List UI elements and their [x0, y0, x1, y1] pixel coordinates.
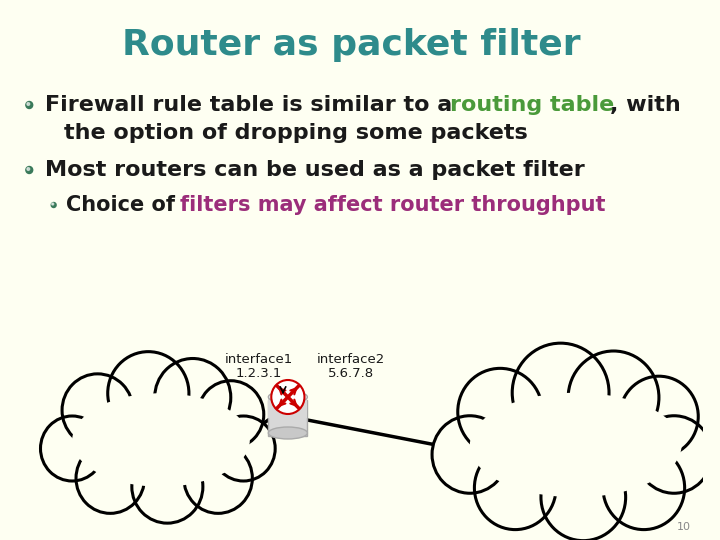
- Ellipse shape: [269, 427, 307, 439]
- Circle shape: [474, 446, 556, 530]
- Circle shape: [198, 381, 264, 448]
- Ellipse shape: [455, 379, 697, 511]
- Circle shape: [212, 416, 275, 481]
- Circle shape: [432, 416, 508, 493]
- Ellipse shape: [60, 381, 263, 500]
- Circle shape: [108, 352, 189, 435]
- Text: Intranet
1.2.3.0/24: Intranet 1.2.3.0/24: [84, 429, 161, 461]
- Circle shape: [541, 454, 626, 540]
- Circle shape: [458, 368, 542, 455]
- Circle shape: [40, 416, 104, 481]
- Text: 10: 10: [677, 522, 691, 532]
- Circle shape: [76, 443, 145, 514]
- Text: Router as packet filter: Router as packet filter: [122, 28, 580, 62]
- Text: 1.2.3.1: 1.2.3.1: [235, 367, 282, 380]
- Text: interface1: interface1: [225, 353, 293, 366]
- Circle shape: [62, 374, 133, 447]
- Bar: [269, 397, 307, 418]
- Circle shape: [26, 166, 32, 173]
- Text: interface2: interface2: [318, 353, 385, 366]
- Circle shape: [603, 446, 685, 530]
- Text: Choice of: Choice of: [66, 195, 183, 215]
- Text: Firewall rule table is similar to a: Firewall rule table is similar to a: [45, 95, 460, 115]
- Circle shape: [51, 202, 56, 207]
- Circle shape: [620, 376, 698, 457]
- Circle shape: [52, 203, 54, 205]
- Text: routing table: routing table: [450, 95, 614, 115]
- Circle shape: [27, 167, 30, 171]
- Text: the option of dropping some packets: the option of dropping some packets: [64, 123, 528, 143]
- Circle shape: [132, 450, 203, 523]
- Ellipse shape: [470, 393, 682, 497]
- Circle shape: [568, 351, 659, 444]
- Circle shape: [26, 102, 32, 109]
- Circle shape: [184, 443, 252, 514]
- Circle shape: [271, 380, 305, 414]
- Ellipse shape: [269, 391, 307, 403]
- Circle shape: [155, 359, 231, 436]
- Text: , with: , with: [610, 95, 681, 115]
- Text: 5.6.7.8: 5.6.7.8: [328, 367, 374, 380]
- Circle shape: [636, 416, 712, 493]
- Bar: [269, 400, 307, 436]
- Text: Most routers can be used as a packet filter: Most routers can be used as a packet fil…: [45, 160, 585, 180]
- Text: Internet: Internet: [555, 442, 616, 457]
- Circle shape: [512, 343, 609, 442]
- Ellipse shape: [72, 393, 250, 487]
- Text: filters may affect router throughput: filters may affect router throughput: [180, 195, 606, 215]
- Circle shape: [27, 103, 30, 105]
